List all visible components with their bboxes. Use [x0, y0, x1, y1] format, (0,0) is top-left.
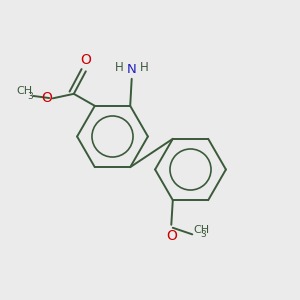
Text: 3: 3	[27, 92, 33, 101]
Text: H: H	[115, 61, 124, 74]
Text: O: O	[41, 91, 52, 105]
Text: CH: CH	[193, 225, 209, 235]
Text: CH: CH	[16, 86, 33, 96]
Text: N: N	[127, 63, 136, 76]
Text: O: O	[166, 229, 177, 243]
Text: H: H	[140, 61, 149, 74]
Text: 3: 3	[200, 230, 206, 239]
Text: O: O	[81, 53, 92, 68]
